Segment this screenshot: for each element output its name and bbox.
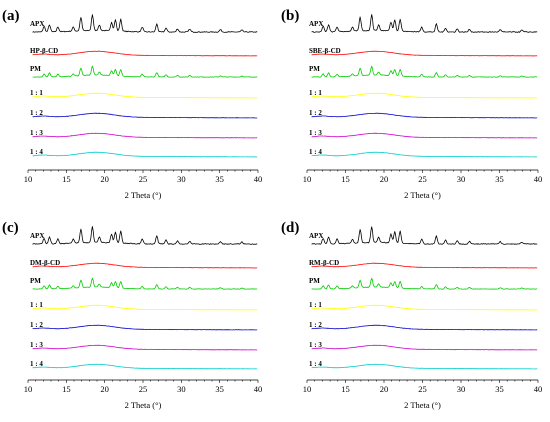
x-tick-label: 30 <box>177 174 186 184</box>
panel-label: (c) <box>2 220 19 236</box>
xrd-panel-1: (a) APX HP-β-CD PM 1 : 1 1 : 2 1 : 3 1 : 4 10 15 2… <box>2 8 262 200</box>
series-label: APX <box>30 20 44 28</box>
series-line-3 <box>311 65 538 78</box>
x-tick-label: 40 <box>534 384 543 394</box>
series-line-2 <box>32 262 258 269</box>
panel-label: (d) <box>281 220 299 236</box>
series-label: DM-β-CD <box>30 259 60 267</box>
series-line-7 <box>311 363 538 370</box>
series-label: SBE-β-CD <box>309 47 341 55</box>
series-label: 1 : 4 <box>309 148 322 156</box>
series-label: 1 : 1 <box>30 89 43 97</box>
series-line-2 <box>311 262 538 269</box>
series-line-3 <box>311 277 538 290</box>
x-tick-label: 10 <box>24 174 33 184</box>
x-axis-label: 2 Theta (°) <box>125 400 162 410</box>
series-line-7 <box>32 151 258 158</box>
x-tick-label: 40 <box>534 174 543 184</box>
series-label: RM-β-CD <box>309 259 339 267</box>
series-line-1 <box>311 226 538 245</box>
series-label: 1 : 3 <box>30 341 43 349</box>
x-tick-label: 10 <box>303 384 312 394</box>
series-line-1 <box>32 14 258 33</box>
series-label: 1 : 1 <box>309 89 322 97</box>
series-line-2 <box>32 50 258 57</box>
series-line-6 <box>311 344 538 351</box>
series-line-2 <box>311 50 538 57</box>
series-label: 1 : 3 <box>30 129 43 137</box>
x-tick-label: 30 <box>177 384 186 394</box>
series-label: APX <box>30 232 44 240</box>
series-label: 1 : 2 <box>309 321 322 329</box>
xrd-panel-2: (b) APX SBE-β-CD PM 1 : 1 1 : 2 1 : 3 1 : 4 10 15… <box>281 8 542 200</box>
x-tick-label: 15 <box>341 174 350 184</box>
series-label: 1 : 4 <box>30 360 43 368</box>
series-label: HP-β-CD <box>30 47 58 55</box>
x-tick-label: 15 <box>341 384 350 394</box>
series-line-1 <box>311 14 538 33</box>
panel-label: (a) <box>2 8 20 24</box>
series-line-6 <box>311 132 538 139</box>
series-label: 1 : 3 <box>309 129 322 137</box>
series-label: 1 : 2 <box>309 109 322 117</box>
series-line-4 <box>311 304 538 311</box>
x-axis-label: 2 Theta (°) <box>125 190 162 200</box>
x-tick-label: 35 <box>215 384 224 394</box>
x-tick-label: 10 <box>24 384 33 394</box>
x-tick-label: 35 <box>495 384 504 394</box>
series-line-3 <box>32 65 258 78</box>
series-line-3 <box>32 277 258 290</box>
series-label: 1 : 2 <box>30 321 43 329</box>
x-tick-label: 35 <box>215 174 224 184</box>
series-label: 1 : 1 <box>30 301 43 309</box>
series-label: APX <box>309 232 323 240</box>
x-tick-label: 20 <box>380 384 389 394</box>
series-label: PM <box>30 65 41 73</box>
x-tick-label: 20 <box>100 384 109 394</box>
series-line-7 <box>311 151 538 158</box>
x-axis-label: 2 Theta (°) <box>404 190 441 200</box>
x-tick-label: 30 <box>457 174 466 184</box>
x-tick-label: 40 <box>254 384 263 394</box>
x-tick-label: 20 <box>380 174 389 184</box>
x-tick-label: 10 <box>303 174 312 184</box>
series-label: 1 : 2 <box>30 109 43 117</box>
x-tick-label: 20 <box>100 174 109 184</box>
series-line-6 <box>32 132 258 139</box>
series-line-5 <box>32 324 258 331</box>
x-tick-label: 15 <box>62 384 71 394</box>
x-tick-label: 35 <box>495 174 504 184</box>
series-label: APX <box>309 20 323 28</box>
series-label: PM <box>309 65 320 73</box>
series-line-4 <box>32 92 258 99</box>
xrd-panel-4: (d) APX RM-β-CD PM 1 : 1 1 : 2 1 : 3 1 : 4 10 15 2… <box>281 220 542 410</box>
series-label: 1 : 4 <box>309 360 322 368</box>
xrd-panel-3: (c) APX DM-β-CD PM 1 : 1 1 : 2 1 : 3 1 : 4 10 15 2… <box>2 220 262 410</box>
series-line-1 <box>32 226 258 245</box>
series-line-7 <box>32 363 258 370</box>
x-tick-label: 25 <box>139 384 148 394</box>
x-tick-label: 30 <box>457 384 466 394</box>
series-line-5 <box>311 324 538 331</box>
x-tick-label: 25 <box>139 174 148 184</box>
panel-label: (b) <box>281 8 299 24</box>
series-line-5 <box>32 112 258 119</box>
series-label: PM <box>309 277 320 285</box>
series-label: PM <box>30 277 41 285</box>
series-line-6 <box>32 344 258 351</box>
series-line-4 <box>32 304 258 311</box>
x-tick-label: 25 <box>418 174 427 184</box>
series-line-5 <box>311 112 538 119</box>
series-label: 1 : 4 <box>30 148 43 156</box>
series-label: 1 : 1 <box>309 301 322 309</box>
x-tick-label: 25 <box>418 384 427 394</box>
series-line-4 <box>311 92 538 99</box>
x-tick-label: 40 <box>254 174 263 184</box>
x-axis-label: 2 Theta (°) <box>404 400 441 410</box>
x-tick-label: 15 <box>62 174 71 184</box>
series-label: 1 : 3 <box>309 341 322 349</box>
